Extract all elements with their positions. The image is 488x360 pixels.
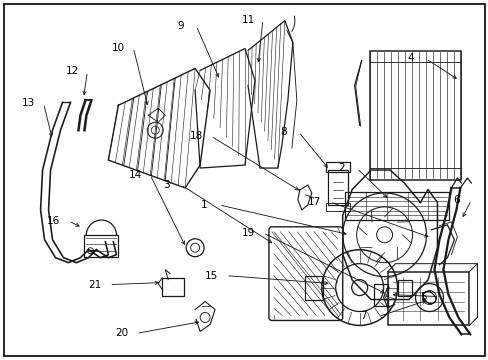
Text: 3: 3 — [163, 180, 169, 190]
Bar — [325, 203, 349, 211]
Text: 4: 4 — [407, 54, 413, 63]
Text: 7: 7 — [360, 311, 366, 321]
Bar — [84, 235, 118, 257]
Text: 19: 19 — [241, 228, 254, 238]
Bar — [373, 284, 387, 306]
Bar — [162, 278, 184, 296]
Text: 12: 12 — [66, 67, 79, 76]
Text: 9: 9 — [178, 21, 184, 31]
Text: 15: 15 — [204, 271, 217, 281]
Text: 6: 6 — [452, 195, 459, 205]
Text: 14: 14 — [128, 170, 142, 180]
Text: 1: 1 — [201, 200, 207, 210]
Bar — [327, 170, 347, 205]
Text: 11: 11 — [241, 15, 254, 24]
Text: 8: 8 — [280, 127, 286, 137]
Bar — [369, 50, 461, 180]
Text: 17: 17 — [307, 197, 321, 207]
Text: 2: 2 — [338, 163, 345, 173]
Text: 21: 21 — [88, 280, 101, 289]
Text: 10: 10 — [112, 42, 124, 53]
Bar — [325, 162, 349, 172]
Text: 5: 5 — [419, 292, 426, 302]
Bar — [387, 272, 468, 325]
Text: 20: 20 — [115, 328, 128, 338]
Bar — [304, 276, 322, 300]
Bar — [344, 192, 448, 220]
Text: 13: 13 — [22, 98, 35, 108]
Text: 16: 16 — [47, 216, 60, 226]
Text: 18: 18 — [189, 131, 203, 141]
Bar — [397, 280, 411, 296]
